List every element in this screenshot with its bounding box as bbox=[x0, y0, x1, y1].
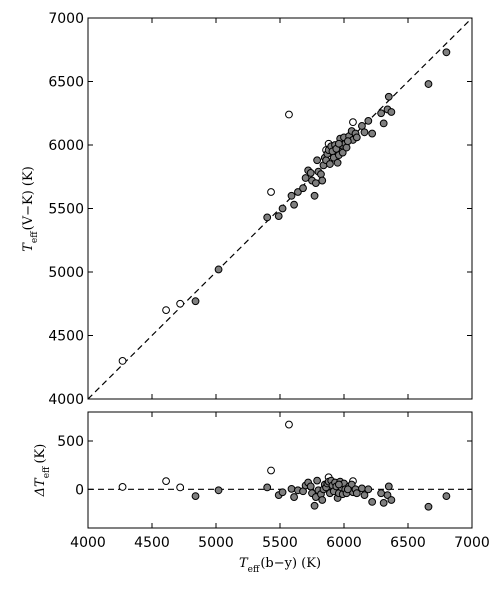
top-filled-circle-point bbox=[311, 179, 320, 188]
top-open-circle-point bbox=[176, 299, 185, 308]
bottom-filled-circle-point bbox=[334, 480, 343, 489]
top-filled-circle-point bbox=[214, 265, 223, 274]
bottom-filled-circle-point bbox=[287, 484, 296, 493]
top-filled-circle-point bbox=[299, 184, 307, 193]
top-filled-circle-point bbox=[364, 116, 373, 125]
top-filled-circle-point bbox=[287, 191, 296, 200]
top-filled-circle-point bbox=[368, 129, 377, 138]
top-filled-circle-point bbox=[294, 188, 302, 196]
top-open-circle-point bbox=[349, 118, 357, 127]
bottom-x-tick-label: 4500 bbox=[134, 535, 170, 551]
top-filled-circle-point bbox=[377, 109, 386, 118]
top-y-tick-label: 6500 bbox=[48, 75, 84, 91]
top-y-tick-label: 4500 bbox=[48, 329, 84, 345]
bottom-filled-circle-point bbox=[313, 476, 322, 485]
top-filled-circle-point bbox=[301, 174, 310, 182]
bottom-filled-circle-point bbox=[318, 496, 327, 504]
top-open-circle-point bbox=[162, 306, 170, 315]
top-filled-circle-point bbox=[343, 137, 352, 146]
top-filled-circle-point bbox=[318, 176, 327, 185]
bottom-filled-circle-point bbox=[364, 485, 373, 494]
top-filled-circle-point bbox=[313, 156, 322, 165]
top-filled-circle-point bbox=[342, 143, 351, 152]
top-y-tick-label: 5500 bbox=[48, 202, 84, 218]
bottom-x-tick-label: 7000 bbox=[454, 535, 490, 551]
top-open-circle-point bbox=[285, 110, 293, 119]
top-filled-circle-point bbox=[263, 213, 272, 222]
bottom-open-circle-point bbox=[285, 420, 293, 429]
top-filled-circle-point bbox=[310, 191, 319, 200]
bottom-plot-frame bbox=[87, 411, 473, 529]
top-filled-circle-point bbox=[352, 133, 361, 142]
bottom-filled-circle-point bbox=[191, 492, 200, 501]
top-y-tick-label: 6000 bbox=[48, 138, 84, 154]
top-filled-circle-point bbox=[379, 119, 388, 128]
bottom-filled-circle-point bbox=[368, 498, 377, 506]
x-axis-label: Teff(b−y) (K) bbox=[239, 556, 321, 575]
bottom-x-tick-label: 4000 bbox=[70, 535, 106, 551]
bottom-panel: 4000 4500 5000 5500 6000 6500 7000 0 500 ΔTeff(K… bbox=[33, 411, 490, 575]
top-y-tick-label: 4000 bbox=[48, 392, 84, 408]
top-y-axis-label: Teff(V−K) (K) bbox=[21, 166, 40, 252]
top-open-circle-point bbox=[118, 357, 127, 365]
bottom-filled-circle-point bbox=[424, 502, 433, 511]
bottom-filled-circle-point bbox=[306, 482, 315, 491]
bottom-filled-circle-point bbox=[379, 498, 388, 507]
bottom-filled-circle-point bbox=[387, 496, 396, 504]
top-filled-circle-point bbox=[338, 148, 347, 157]
top-y-tick-label: 7000 bbox=[48, 11, 84, 27]
top-filled-circle-point bbox=[387, 108, 396, 116]
bottom-data-points bbox=[118, 420, 451, 511]
bottom-open-circle-point bbox=[162, 477, 170, 486]
top-filled-circle-point bbox=[191, 297, 200, 306]
top-filled-circle-point bbox=[274, 212, 283, 221]
bottom-filled-circle-point bbox=[263, 483, 272, 492]
top-ticks: 4000 4500 5000 5500 6000 6500 7000 bbox=[48, 11, 473, 408]
bottom-filled-circle-point bbox=[214, 486, 223, 495]
top-filled-circle-point bbox=[442, 48, 451, 57]
bottom-filled-circle-point bbox=[290, 493, 298, 501]
bottom-open-circle-point bbox=[118, 483, 127, 491]
top-open-circle-point bbox=[267, 188, 275, 196]
bottom-x-tick-label: 6500 bbox=[390, 535, 426, 551]
bottom-filled-circle-point bbox=[310, 501, 319, 510]
top-filled-circle-point bbox=[326, 160, 334, 168]
top-data-points bbox=[118, 48, 451, 365]
top-filled-circle-point bbox=[358, 122, 366, 130]
top-filled-circle-point bbox=[317, 170, 325, 179]
bottom-ticks: 4000 4500 5000 5500 6000 6500 7000 0 500 bbox=[57, 412, 490, 551]
bottom-x-tick-label: 5000 bbox=[198, 535, 234, 551]
bottom-x-tick-label: 5500 bbox=[262, 535, 298, 551]
bottom-filled-circle-point bbox=[384, 482, 393, 491]
bottom-filled-circle-point bbox=[343, 485, 352, 494]
bottom-filled-circle-point bbox=[442, 492, 451, 501]
top-filled-circle-point bbox=[333, 158, 342, 167]
bottom-y-tick-label: 0 bbox=[75, 482, 84, 498]
bottom-filled-circle-point bbox=[360, 491, 369, 500]
top-filled-circle-point bbox=[334, 139, 343, 148]
bottom-y-tick-label: 500 bbox=[57, 434, 84, 450]
top-filled-circle-point bbox=[278, 204, 287, 213]
bottom-x-tick-label: 6000 bbox=[326, 535, 362, 551]
bottom-filled-circle-point bbox=[377, 489, 386, 498]
bottom-filled-circle-point bbox=[358, 484, 366, 493]
top-y-tick-label: 5000 bbox=[48, 265, 84, 281]
top-filled-circle-point bbox=[360, 128, 369, 137]
top-filled-circle-point bbox=[424, 80, 433, 88]
bottom-open-circle-point bbox=[267, 466, 275, 475]
top-filled-circle-point bbox=[290, 200, 298, 209]
top-panel: 4000 4500 5000 5500 6000 6500 7000 Teff(V−K) (… bbox=[21, 11, 473, 408]
bottom-open-circle-point bbox=[176, 483, 185, 492]
bottom-filled-circle-point bbox=[278, 488, 287, 497]
bottom-y-axis-label: ΔTeff(K) bbox=[33, 444, 52, 498]
top-filled-circle-point bbox=[306, 169, 315, 177]
top-filled-circle-point bbox=[384, 92, 393, 101]
bottom-filled-circle-point bbox=[352, 489, 361, 498]
